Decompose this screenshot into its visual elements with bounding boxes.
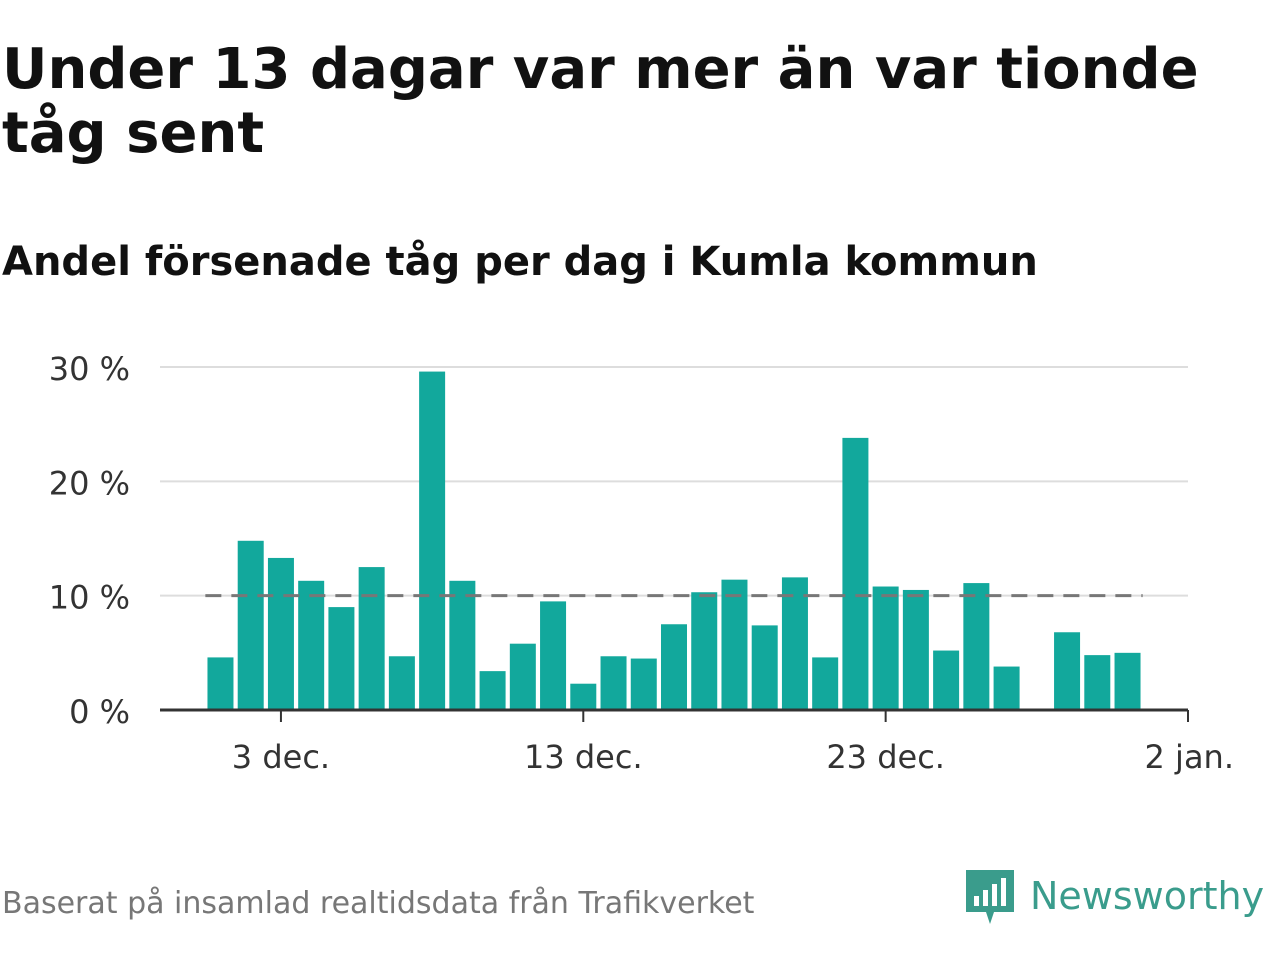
chart-subtitle: Andel försenade tåg per dag i Kumla komm… bbox=[2, 239, 1038, 285]
bar bbox=[237, 540, 264, 710]
bar bbox=[449, 580, 476, 710]
bar bbox=[872, 586, 899, 710]
bar bbox=[540, 601, 567, 710]
bar bbox=[207, 657, 234, 710]
y-axis-labels: 0 % 10 % 20 % 30 % bbox=[49, 350, 130, 731]
x-axis bbox=[160, 708, 1189, 722]
bar bbox=[963, 583, 990, 710]
bar bbox=[1054, 632, 1081, 710]
brand-logo: Newsworthy bbox=[964, 864, 1264, 928]
source-note: Baserat på insamlad realtidsdata från Tr… bbox=[2, 886, 755, 921]
bar bbox=[630, 658, 657, 710]
x-tick-label: 13 dec. bbox=[524, 738, 643, 776]
bar bbox=[328, 607, 355, 710]
y-tick-label: 0 % bbox=[69, 693, 130, 731]
chart-title: Under 13 dagar var mer än var tionde tåg… bbox=[2, 37, 1199, 166]
bar bbox=[419, 371, 446, 710]
x-tick-label: 2 jan. bbox=[1145, 738, 1234, 776]
bar bbox=[751, 625, 778, 710]
bar bbox=[388, 656, 415, 710]
gridlines bbox=[160, 366, 1188, 597]
x-tick-label: 23 dec. bbox=[826, 738, 945, 776]
bar bbox=[600, 656, 627, 710]
bar-chart: 0 % 10 % 20 % 30 % 3 dec. 13 dec. 23 dec. 2 ja… bbox=[49, 350, 1234, 776]
bar bbox=[660, 624, 688, 710]
bar bbox=[479, 671, 506, 710]
bar bbox=[298, 580, 325, 710]
y-tick-label: 10 % bbox=[49, 579, 130, 617]
bar bbox=[691, 592, 718, 710]
x-axis-labels: 3 dec. 13 dec. 23 dec. 2 jan. bbox=[232, 738, 1234, 776]
bar bbox=[1084, 655, 1111, 710]
bar bbox=[933, 650, 960, 710]
bar bbox=[812, 657, 839, 710]
bar bbox=[267, 557, 294, 710]
bar bbox=[842, 437, 869, 710]
bars bbox=[207, 371, 1141, 710]
bar bbox=[509, 643, 536, 710]
y-tick-label: 30 % bbox=[49, 350, 130, 388]
newsworthy-logo-icon bbox=[966, 870, 1014, 924]
bar bbox=[993, 666, 1020, 710]
bar bbox=[358, 567, 385, 710]
bar bbox=[902, 589, 929, 710]
brand-name: Newsworthy bbox=[1030, 874, 1265, 918]
bar bbox=[570, 683, 597, 710]
bar bbox=[781, 577, 808, 710]
bar bbox=[1114, 652, 1141, 710]
bar bbox=[721, 579, 748, 710]
x-tick-label: 3 dec. bbox=[232, 738, 330, 776]
y-tick-label: 20 % bbox=[49, 464, 130, 502]
